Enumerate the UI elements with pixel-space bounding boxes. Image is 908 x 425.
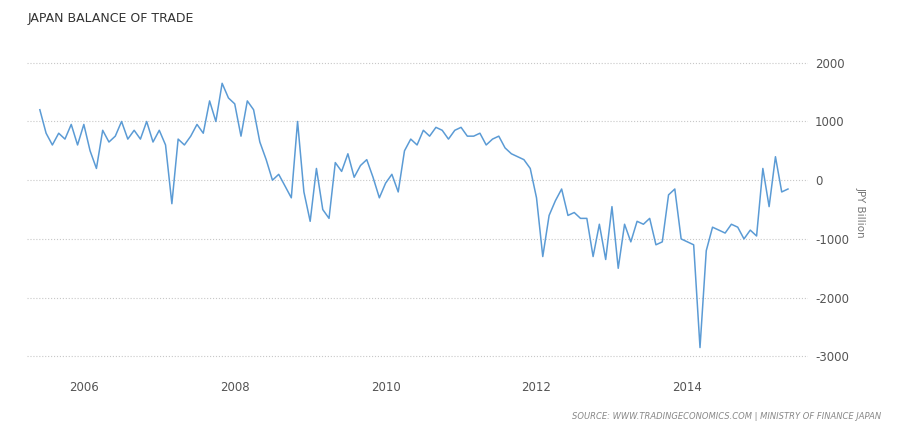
Text: JAPAN BALANCE OF TRADE: JAPAN BALANCE OF TRADE [27, 12, 193, 25]
Y-axis label: JPY Billion: JPY Billion [855, 187, 865, 238]
Text: SOURCE: WWW.TRADINGECONOMICS.COM | MINISTRY OF FINANCE JAPAN: SOURCE: WWW.TRADINGECONOMICS.COM | MINIS… [572, 412, 881, 421]
